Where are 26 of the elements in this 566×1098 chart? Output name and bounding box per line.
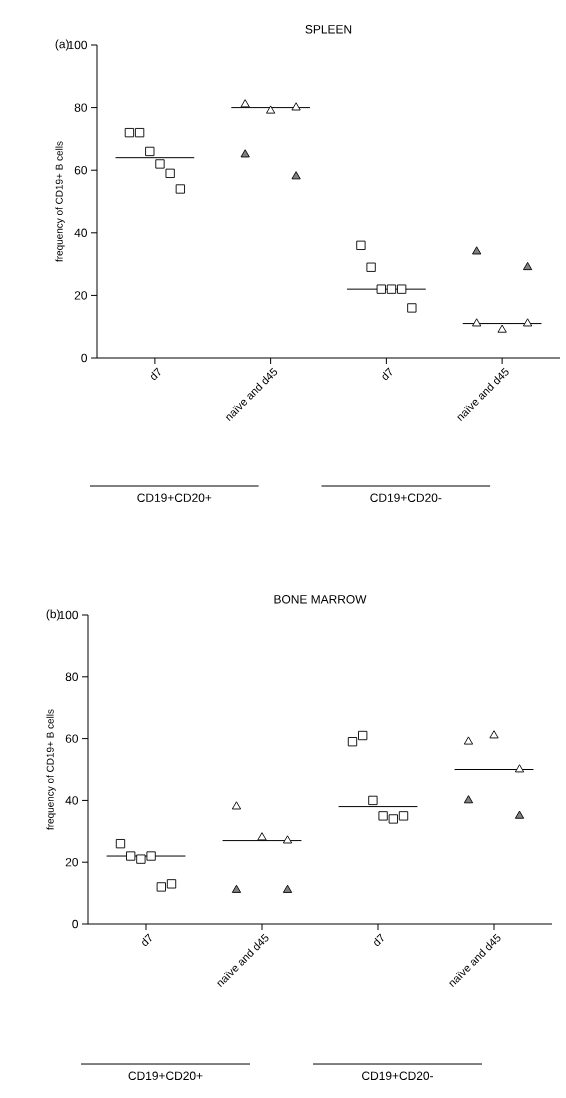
y-tick-label: 80: [74, 103, 88, 112]
y-tick-label: 100: [59, 610, 79, 620]
y-tick-label: 60: [65, 734, 79, 743]
text: CD19+CD20-: [370, 493, 442, 502]
text: (b): [46, 609, 60, 621]
y-tick-label: 80: [65, 672, 79, 682]
y-tick-label: 40: [74, 228, 88, 238]
x-tick-label: d7: [374, 933, 384, 947]
x-tick-label: d7: [382, 367, 392, 380]
x-tick-label: d7: [142, 933, 152, 947]
y-tick-label: 20: [65, 857, 79, 867]
y-tick-label: 20: [74, 291, 88, 300]
y-tick-label: 0: [72, 919, 79, 929]
y-axis-title: frequency of CD19+ B cells: [55, 141, 65, 262]
text: CD19+CD20-: [362, 1071, 434, 1080]
y-tick-label: 60: [74, 165, 88, 175]
chart-title: SPLEEN: [305, 25, 352, 34]
y-axis-title: frequency of CD19+ B cells: [46, 709, 56, 830]
text: CD19+CD20+: [128, 1071, 203, 1080]
text: (a): [55, 39, 69, 51]
text: CD19+CD20+: [137, 493, 212, 502]
chart-title: BONE MARROW: [274, 595, 367, 604]
y-tick-label: 0: [81, 353, 88, 363]
y-tick-label: 100: [68, 40, 88, 50]
y-tick-label: 40: [65, 796, 79, 805]
x-tick-label: d7: [151, 367, 161, 380]
